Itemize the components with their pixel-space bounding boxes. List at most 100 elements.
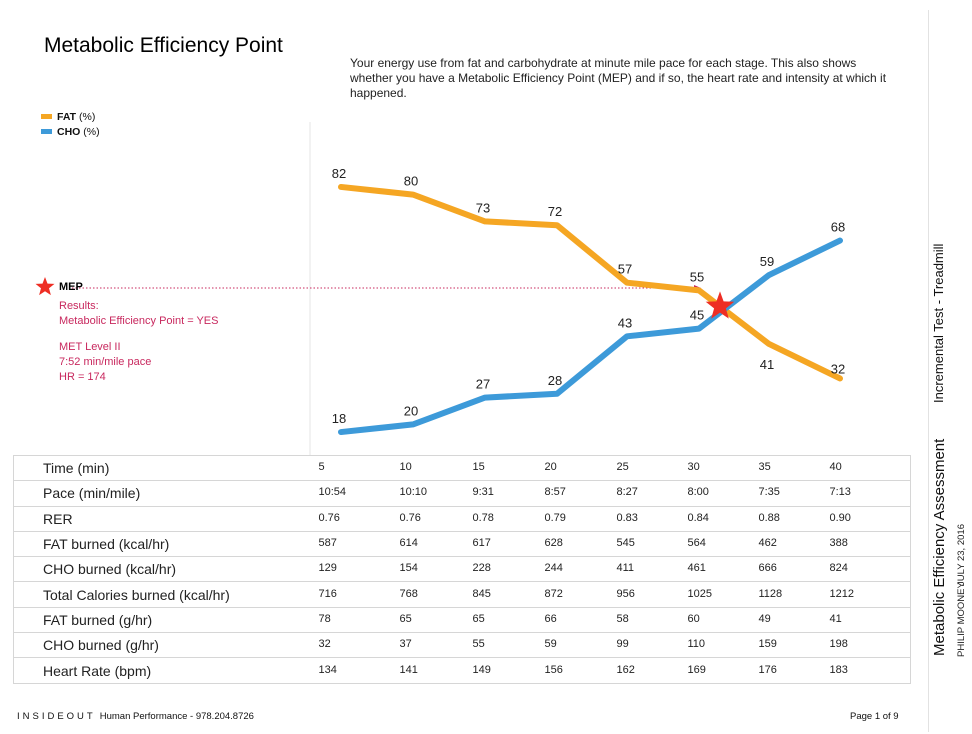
- table-row: Pace (min/mile) 10:54 10:10 9:31 8:57 8:27 8:0…: [13, 480, 911, 507]
- table-cell: 244: [544, 556, 617, 583]
- cell-value: 49: [758, 612, 771, 625]
- row-label: CHO burned (g/hr): [13, 632, 319, 659]
- legend-cho-label: CHO: [57, 126, 81, 138]
- cell-value: 5: [318, 461, 325, 474]
- data-label: 27: [476, 377, 490, 392]
- table-row: FAT burned (kcal/hr) 587 614 617 628 545 564 46…: [13, 530, 911, 558]
- table-cell: 169: [687, 657, 759, 684]
- table-cell: 49: [758, 606, 830, 634]
- legend-fat: FAT (%): [41, 111, 95, 123]
- legend-fat-swatch: [41, 113, 52, 119]
- table-cell: 149: [472, 657, 545, 684]
- footer-phone: Human Performance - 978.204.8726: [99, 711, 254, 722]
- table-cell: 8:00: [687, 480, 759, 507]
- cell-value: 55: [472, 638, 485, 651]
- cell-value: 0.79: [544, 511, 566, 524]
- cell-value: 0.76: [318, 511, 340, 524]
- row-label: Heart Rate (bpm): [13, 657, 319, 684]
- cell-value: 1128: [758, 587, 783, 600]
- table-row: Heart Rate (bpm) 134 141 149 156 162 169 176 183: [13, 657, 911, 684]
- table-cell: 666: [758, 556, 830, 583]
- table-cell: 162: [616, 657, 688, 684]
- sidebar-athlete-name: PHILIP MOONEY: [956, 582, 967, 657]
- legend-fat-unit: (%): [78, 111, 96, 123]
- cell-value: 0.88: [758, 511, 780, 524]
- cell-value: 169: [687, 663, 706, 676]
- cell-value: 10:10: [399, 486, 428, 499]
- cell-value: 1212: [829, 587, 854, 600]
- table-cell: 228: [472, 556, 545, 583]
- footer-contact: INSIDEOUT Human Performance - 978.204.872…: [17, 711, 254, 722]
- cell-value: 99: [616, 638, 629, 651]
- cell-value: 872: [544, 587, 563, 600]
- cell-value: 1025: [687, 587, 712, 600]
- cell-value: 587: [318, 537, 337, 550]
- cell-value: 388: [829, 537, 848, 550]
- data-label: 28: [548, 373, 562, 388]
- cell-value: 58: [616, 612, 629, 625]
- legend-cho: CHO (%): [41, 126, 100, 138]
- cell-value: 0.84: [687, 511, 709, 524]
- row-label: FAT burned (kcal/hr): [13, 530, 319, 558]
- table-cell: 5: [318, 454, 400, 482]
- mep-result-line: Results:: [59, 300, 99, 312]
- table-cell: 159: [758, 632, 830, 659]
- table-cell: 10: [399, 454, 473, 482]
- cell-value: 37: [399, 638, 412, 651]
- table-cell: 25: [616, 454, 688, 482]
- cell-value: 15: [472, 461, 485, 474]
- table-cell: 59: [544, 632, 617, 659]
- cell-value: 8:27: [616, 486, 638, 499]
- page-number: Page 1 of 9: [850, 711, 899, 722]
- cell-value: 8:57: [544, 486, 566, 499]
- table-cell: 37: [399, 632, 473, 659]
- table-cell: 110: [687, 632, 759, 659]
- data-label: 59: [760, 254, 774, 269]
- cell-value: 244: [544, 562, 563, 575]
- mep-star-icon: [705, 291, 735, 319]
- mep-result-line: Metabolic Efficiency Point = YES: [59, 315, 219, 327]
- table-cell: 156: [544, 657, 617, 684]
- table-cell: 10:54: [318, 480, 400, 507]
- table-cell: 0.83: [616, 505, 688, 532]
- data-label: 82: [332, 166, 346, 181]
- cell-value: 824: [829, 562, 848, 575]
- table-cell: 1212: [829, 581, 911, 608]
- table-cell: 7:13: [829, 480, 911, 507]
- table-cell: 824: [829, 556, 911, 583]
- table-cell: 872: [544, 581, 617, 608]
- cell-value: 59: [544, 638, 557, 651]
- cell-value: 9:31: [472, 486, 494, 499]
- cell-value: 154: [399, 562, 418, 575]
- data-label: 41: [760, 357, 774, 372]
- table-row: FAT burned (g/hr) 78 65 65 66 58 60 49 41: [13, 606, 911, 634]
- table-cell: 0.76: [318, 505, 400, 532]
- cell-value: 0.76: [399, 511, 421, 524]
- cell-value: 149: [472, 663, 491, 676]
- metrics-table: Time (min) 5 10 15 20 25 30 35 40 Pace (min/mile)…: [13, 454, 911, 684]
- cell-value: 617: [472, 537, 491, 550]
- cell-value: 7:35: [758, 486, 780, 499]
- mep-label: MEP: [59, 281, 83, 293]
- table-cell: 462: [758, 530, 830, 558]
- data-label: 18: [332, 411, 346, 426]
- cell-value: 10: [399, 461, 412, 474]
- data-label: 68: [831, 220, 845, 235]
- table-cell: 183: [829, 657, 911, 684]
- table-cell: 78: [318, 606, 400, 634]
- table-cell: 20: [544, 454, 617, 482]
- cell-value: 32: [318, 638, 331, 651]
- cell-value: 20: [544, 461, 557, 474]
- cell-value: 65: [399, 612, 412, 625]
- mep-result-line: HR = 174: [59, 371, 106, 383]
- mep-result-line: 7:52 min/mile pace: [59, 356, 152, 368]
- cell-value: 462: [758, 537, 777, 550]
- series-line-cho: [338, 237, 843, 436]
- mep-legend-star-icon: [35, 277, 55, 296]
- table-cell: 55: [472, 632, 545, 659]
- cell-value: 845: [472, 587, 491, 600]
- cell-value: 411: [616, 562, 635, 575]
- cell-value: 666: [758, 562, 777, 575]
- row-label: Pace (min/mile): [13, 480, 319, 507]
